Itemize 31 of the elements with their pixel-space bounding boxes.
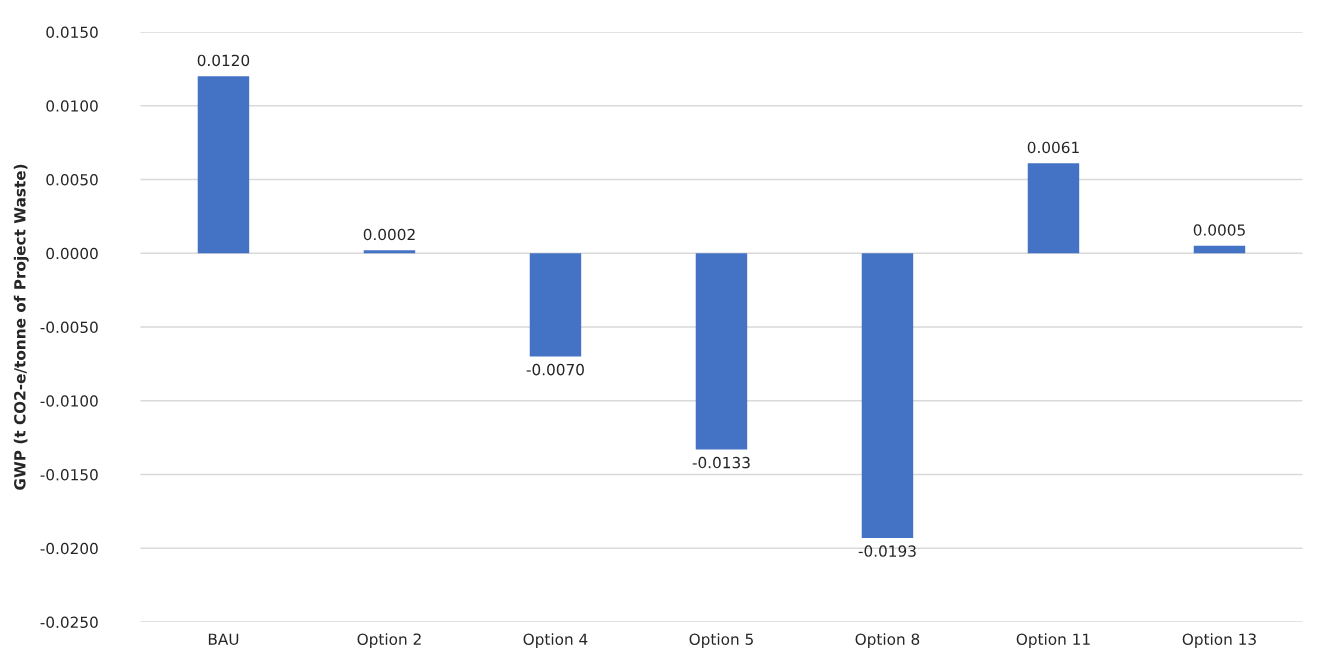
- bar: [197, 76, 250, 254]
- y-tick-label: -0.0250: [40, 616, 98, 629]
- bar: [1027, 163, 1080, 254]
- x-tick-label: Option 4: [523, 633, 588, 648]
- data-label: 0.0120: [197, 54, 250, 67]
- data-label: 0.0002: [363, 228, 415, 241]
- bar: [695, 253, 748, 450]
- bar: [1193, 245, 1246, 254]
- y-tick-label: -0.0150: [40, 468, 98, 481]
- y-tick-label: -0.0200: [40, 542, 98, 555]
- y-axis-title: GWP (t CO2-e/tonne of Project Waste): [13, 164, 29, 490]
- x-tick-label: Option 5: [689, 633, 753, 648]
- bar: [529, 253, 582, 357]
- y-tick-label: 0.0100: [46, 100, 98, 112]
- data-label: -0.0070: [526, 363, 584, 376]
- y-tick-label: -0.0050: [40, 321, 98, 334]
- x-tick-label: Option 2: [357, 633, 421, 648]
- data-label: 0.0061: [1027, 141, 1079, 154]
- x-tick-label: BAU: [208, 633, 239, 645]
- bar: [363, 250, 416, 254]
- y-tick-label: -0.0100: [40, 395, 98, 407]
- y-tick-label: 0.0000: [46, 247, 98, 260]
- data-label: 0.0005: [1193, 224, 1245, 236]
- bar: [861, 253, 914, 538]
- x-tick-label: Option 8: [855, 633, 920, 648]
- data-label: -0.0133: [692, 456, 750, 469]
- y-tick-label: 0.0150: [46, 26, 98, 38]
- y-tick-label: 0.0050: [46, 173, 98, 186]
- data-label: -0.0193: [858, 545, 916, 557]
- x-tick-label: Option 13: [1182, 633, 1256, 648]
- x-tick-label: Option 11: [1016, 633, 1090, 648]
